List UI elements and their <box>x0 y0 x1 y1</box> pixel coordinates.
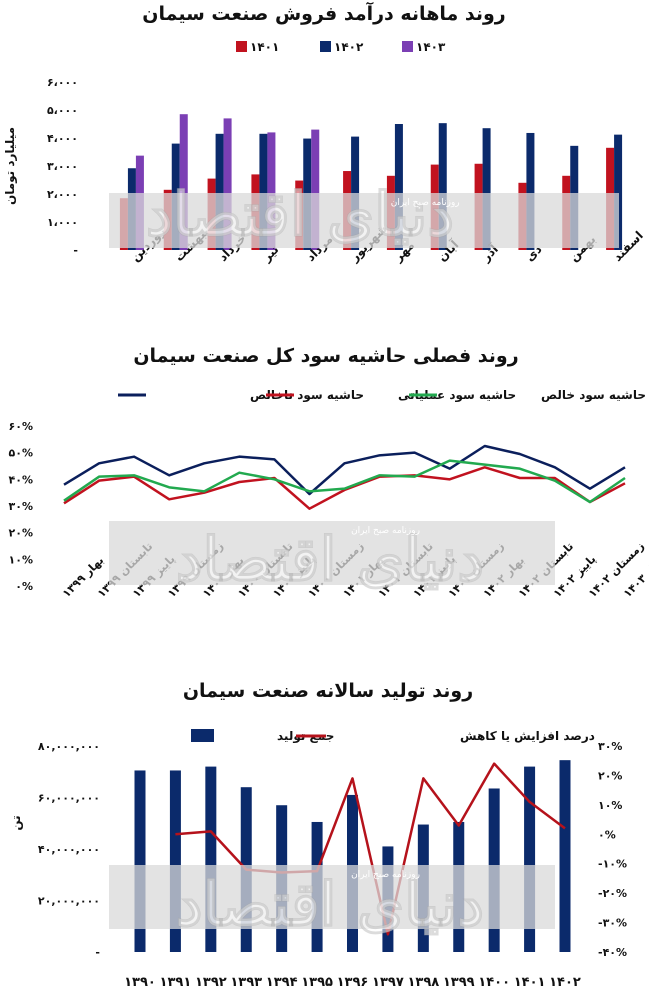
y-tick-label: ۸۰,۰۰۰,۰۰۰ <box>38 740 100 753</box>
x-tick-label: ۱۳۹۹ <box>443 975 475 990</box>
charts.1-watermark-band <box>109 521 555 585</box>
bar <box>259 133 268 250</box>
y-tick-label: ۱۰% <box>9 553 33 566</box>
legend-label-line: درصد افزایش یا کاهش <box>460 729 595 743</box>
y-tick-label: ۳۰% <box>9 500 33 513</box>
legend-label-1: ۱۴۰۲ <box>334 40 364 54</box>
charts.2-watermark-band <box>109 865 555 929</box>
chart-3-title: روند تولید سالانه صنعت سیمان <box>183 680 473 702</box>
y-tick-label: ۶۰% <box>9 420 33 433</box>
legend-swatch-1 <box>320 41 331 52</box>
charts.1-watermark-logo: دنیای اقتصاد <box>176 525 484 595</box>
charts.2-watermark-logo: دنیای اقتصاد <box>176 870 484 940</box>
series-line-2 <box>63 459 626 504</box>
y2-tick-label: ۳۰% <box>598 740 622 753</box>
legend-label-0: حاشیه سود ناخالص <box>250 388 364 403</box>
y2-tick-label: -۱۰% <box>598 858 627 871</box>
y-tick-label: - <box>95 946 100 959</box>
bar <box>438 123 447 250</box>
chart-2-title: روند فصلی حاشیه سود کل صنعت سیمان <box>133 345 518 367</box>
bar <box>482 128 491 250</box>
x-tick-label: ۱۳۹۲ <box>195 975 227 990</box>
x-tick-label: ۱۳۹۳ <box>230 975 262 990</box>
legend-label-1: حاشیه سود عملیاتی <box>398 388 516 403</box>
y-tick-label: ۴۰% <box>9 473 33 486</box>
x-tick-label: ۱۳۹۴ <box>266 975 298 990</box>
x-tick-label: ۱۴۰۲ <box>549 975 581 990</box>
y-tick-label: ۳،۰۰۰ <box>47 160 78 173</box>
bar <box>267 132 276 250</box>
bar <box>179 114 188 250</box>
x-tick-label: ۱۳۹۰ <box>124 975 156 990</box>
y2-tick-label: ۰% <box>598 828 616 841</box>
y-tick-label: - <box>73 244 78 257</box>
x-tick-label: ۱۴۰۱ <box>514 975 546 990</box>
y-tick-label: ۴،۰۰۰ <box>47 132 78 145</box>
bar <box>394 124 403 250</box>
charts.0-watermark-caption: روزنامه صبح ایران <box>391 198 460 208</box>
y-tick-label: ۴۰,۰۰۰,۰۰۰ <box>38 843 100 856</box>
y2-tick-label: -۲۰% <box>598 887 627 900</box>
x-tick-label: ۱۳۹۶ <box>337 975 369 990</box>
charts.2-watermark-caption: روزنامه صبح ایران <box>351 870 420 880</box>
y2-tick-label: ۲۰% <box>598 769 622 782</box>
y-tick-label: ۲۰,۰۰۰,۰۰۰ <box>38 895 100 908</box>
bar <box>559 760 571 952</box>
legend-label-2: حاشیه سود خالص <box>541 388 646 403</box>
x-tick-label: ۱۴۰۰ <box>478 975 510 990</box>
x-tick-label: ۱۳۹۸ <box>407 975 439 990</box>
y-tick-label: ۶۰,۰۰۰,۰۰۰ <box>38 792 100 805</box>
y-axis-label: میلیارد تومان <box>3 127 18 205</box>
legend-swatch-2 <box>402 41 413 52</box>
y-axis-label: تن <box>9 815 23 830</box>
legend-swatch-0 <box>236 41 247 52</box>
y2-tick-label: -۳۰% <box>598 917 627 930</box>
bar <box>169 770 181 952</box>
y-tick-label: ۰% <box>15 580 33 593</box>
bar <box>215 133 224 250</box>
y-tick-label: ۵۰% <box>9 447 33 460</box>
y2-tick-label: -۴۰% <box>598 946 627 959</box>
bar <box>223 118 232 251</box>
series-line-0 <box>63 444 626 496</box>
bar <box>524 766 536 952</box>
y2-tick-label: ۱۰% <box>598 799 622 812</box>
x-tick-label: ۱۳۹۱ <box>160 975 192 990</box>
legend-label-2: ۱۴۰۳ <box>416 40 446 54</box>
x-tick-label: ۱۳۹۷ <box>372 975 404 990</box>
series-line-1 <box>63 466 626 510</box>
charts.1-watermark-caption: روزنامه صبح ایران <box>351 526 420 536</box>
bar <box>311 129 320 250</box>
y-tick-label: ۵،۰۰۰ <box>47 104 78 117</box>
legend-swatch-bar <box>191 729 214 742</box>
charts.0-watermark-logo: دنیای اقتصاد <box>146 180 454 250</box>
legend-label-0: ۱۴۰۱ <box>250 40 279 54</box>
y-tick-label: ۱،۰۰۰ <box>47 216 78 229</box>
bar <box>134 770 146 952</box>
y-tick-label: ۲،۰۰۰ <box>47 188 78 201</box>
bar <box>614 134 623 250</box>
y-tick-label: ۶،۰۰۰ <box>47 76 78 89</box>
y-tick-label: ۲۰% <box>9 527 33 540</box>
charts.0-watermark-band <box>109 193 619 248</box>
x-tick-label: ۱۳۹۵ <box>301 975 333 990</box>
bar <box>526 132 535 250</box>
chart-1-title: روند ماهانه درآمد فروش صنعت سیمان <box>142 1 506 25</box>
bar <box>205 766 217 952</box>
change-line <box>175 762 566 936</box>
